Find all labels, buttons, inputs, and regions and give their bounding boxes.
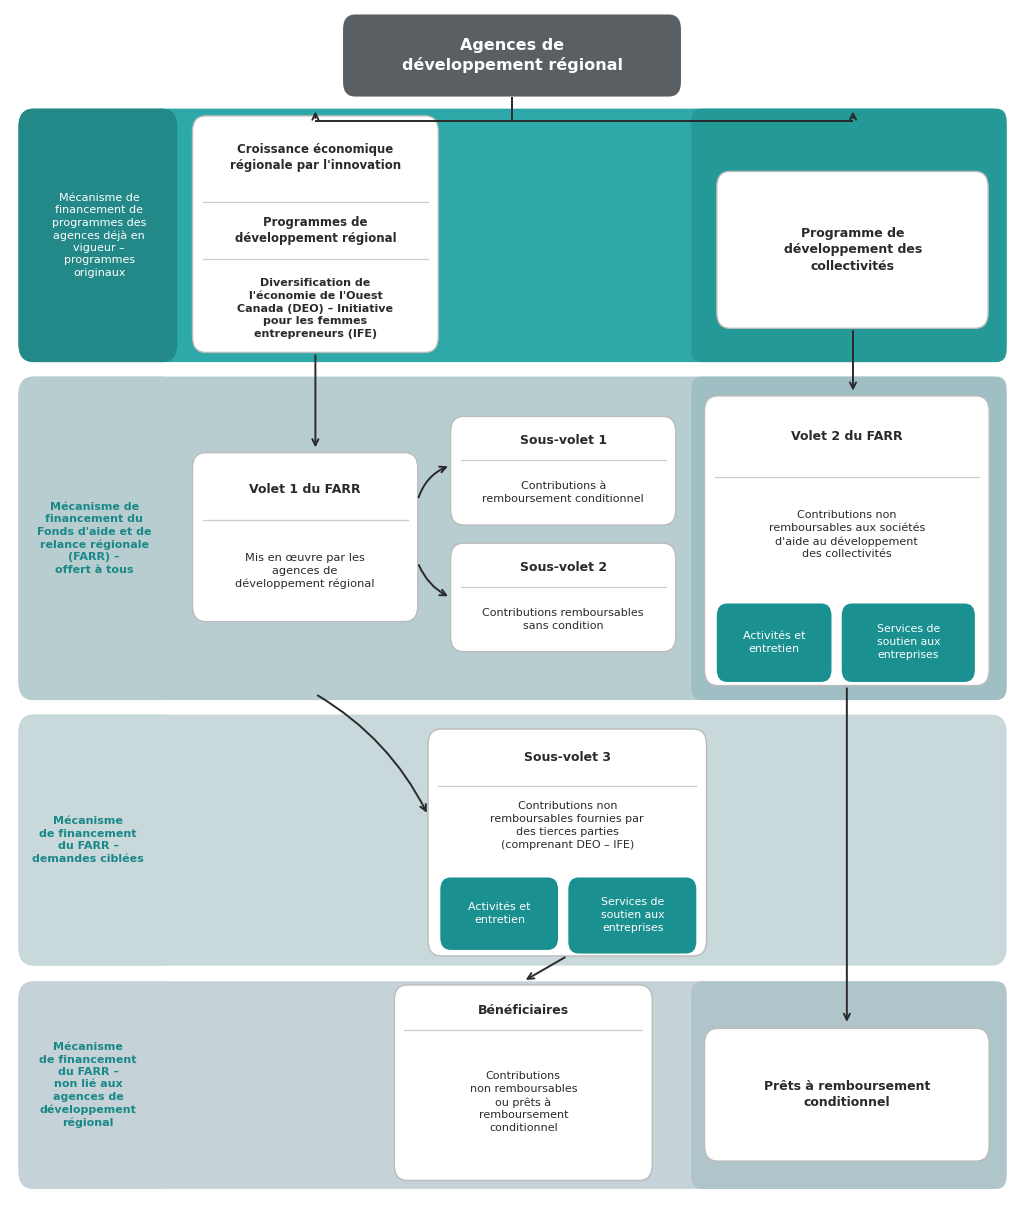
FancyBboxPatch shape <box>18 377 1007 700</box>
FancyBboxPatch shape <box>691 109 1007 362</box>
FancyBboxPatch shape <box>18 981 177 1189</box>
Text: Contributions
non remboursables
ou prêts à
remboursement
conditionnel: Contributions non remboursables ou prêts… <box>470 1072 577 1133</box>
FancyBboxPatch shape <box>705 1028 989 1161</box>
Text: Volet 2 du FARR: Volet 2 du FARR <box>791 430 903 443</box>
Text: Agences de
développement régional: Agences de développement régional <box>401 37 623 74</box>
FancyBboxPatch shape <box>842 604 975 682</box>
Text: Mis en œuvre par les
agences de
développement régional: Mis en œuvre par les agences de développ… <box>236 553 375 589</box>
FancyBboxPatch shape <box>18 715 177 966</box>
FancyBboxPatch shape <box>691 377 1007 700</box>
Text: Activités et
entretien: Activités et entretien <box>468 903 531 925</box>
Text: Contributions non
remboursables aux sociétés
d'aide au développement
des collect: Contributions non remboursables aux soci… <box>769 511 925 560</box>
FancyBboxPatch shape <box>343 14 681 97</box>
FancyBboxPatch shape <box>568 877 696 954</box>
Text: Mécanisme
de financement
du FARR –
non lié aux
agences de
développement
régional: Mécanisme de financement du FARR – non l… <box>39 1042 137 1129</box>
Text: Sous-volet 3: Sous-volet 3 <box>524 751 610 764</box>
FancyBboxPatch shape <box>705 396 989 686</box>
Text: Mécanisme
de financement
du FARR –
demandes ciblées: Mécanisme de financement du FARR – deman… <box>32 816 144 864</box>
FancyBboxPatch shape <box>428 729 707 956</box>
FancyBboxPatch shape <box>193 453 418 622</box>
Text: Programme de
développement des
collectivités: Programme de développement des collectiv… <box>783 227 923 273</box>
Text: Mécanisme de
financement de
programmes des
agences déjà en
vigueur –
programmes
: Mécanisme de financement de programmes d… <box>52 193 146 278</box>
FancyBboxPatch shape <box>18 109 1007 362</box>
Text: Bénéficiaires: Bénéficiaires <box>478 1004 568 1016</box>
FancyBboxPatch shape <box>440 877 558 950</box>
FancyBboxPatch shape <box>18 109 177 362</box>
Text: Sous-volet 1: Sous-volet 1 <box>519 433 607 447</box>
FancyBboxPatch shape <box>717 171 988 328</box>
Text: Sous-volet 2: Sous-volet 2 <box>519 560 607 573</box>
Text: Programmes de
développement régional: Programmes de développement régional <box>234 216 396 245</box>
Text: Prêts à remboursement
conditionnel: Prêts à remboursement conditionnel <box>764 1080 930 1109</box>
Text: Mécanisme de
financement du
Fonds d'aide et de
relance régionale
(FARR) –
offert: Mécanisme de financement du Fonds d'aide… <box>37 502 152 575</box>
FancyBboxPatch shape <box>18 715 1007 966</box>
FancyBboxPatch shape <box>451 543 676 652</box>
FancyBboxPatch shape <box>193 116 438 352</box>
Text: Services de
soutien aux
entreprises: Services de soutien aux entreprises <box>601 897 665 933</box>
Text: Contributions remboursables
sans condition: Contributions remboursables sans conditi… <box>482 608 644 630</box>
FancyBboxPatch shape <box>451 416 676 525</box>
Text: Croissance économique
régionale par l'innovation: Croissance économique régionale par l'in… <box>229 142 401 173</box>
Text: Contributions non
remboursables fournies par
des tierces parties
(comprenant DEO: Contributions non remboursables fournies… <box>490 801 644 850</box>
Text: Volet 1 du FARR: Volet 1 du FARR <box>249 483 361 496</box>
Text: Contributions à
remboursement conditionnel: Contributions à remboursement conditionn… <box>482 482 644 503</box>
FancyBboxPatch shape <box>18 377 177 700</box>
FancyBboxPatch shape <box>691 981 1007 1189</box>
Text: Activités et
entretien: Activités et entretien <box>742 631 806 653</box>
Text: Services de
soutien aux
entreprises: Services de soutien aux entreprises <box>877 624 940 660</box>
FancyBboxPatch shape <box>394 985 652 1180</box>
Text: Diversification de
l'économie de l'Ouest
Canada (DEO) – Initiative
pour les femm: Diversification de l'économie de l'Ouest… <box>238 278 393 339</box>
FancyBboxPatch shape <box>18 981 1007 1189</box>
FancyBboxPatch shape <box>717 604 831 682</box>
